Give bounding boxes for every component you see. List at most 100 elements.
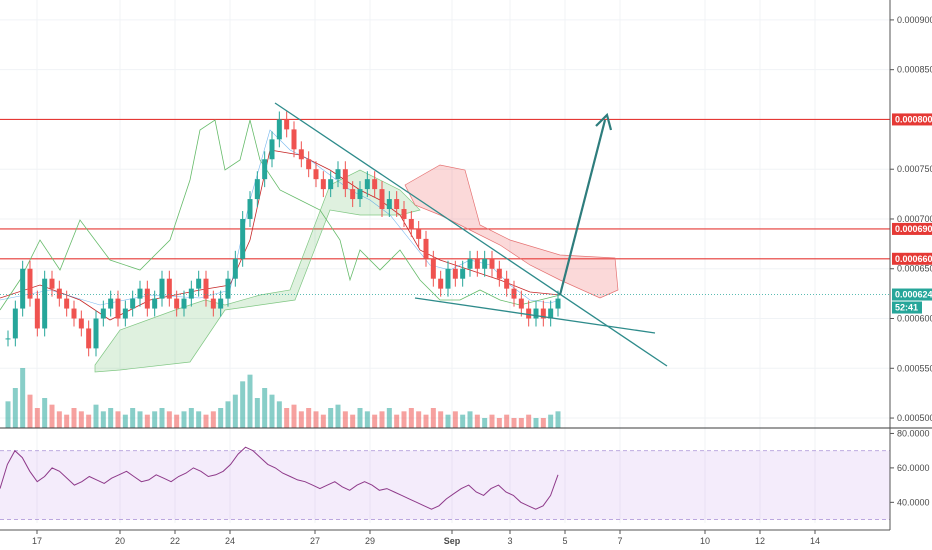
x-tick-label: 7: [617, 536, 622, 546]
candle-body: [350, 189, 356, 200]
volume-bar: [93, 404, 99, 428]
volume-bar: [504, 414, 510, 428]
candle-body: [445, 268, 451, 289]
x-tick-label: 22: [170, 536, 180, 546]
volume-bar: [555, 411, 561, 428]
volume-bar: [137, 411, 143, 428]
candle-body: [159, 278, 165, 299]
volume-bar: [71, 408, 77, 428]
volume-bar: [298, 411, 304, 428]
volume-bar: [548, 414, 554, 428]
volume-bar: [210, 411, 216, 428]
candle-body: [284, 119, 290, 130]
volume-bar: [540, 418, 546, 428]
candle-body: [64, 298, 70, 309]
candle-body: [78, 318, 84, 329]
volume-bar: [526, 414, 532, 428]
rsi-tick-label: 80.0000: [897, 428, 930, 438]
candle-body: [298, 149, 304, 160]
volume-bar: [78, 411, 84, 428]
x-tick-label: 10: [700, 536, 710, 546]
candle-body: [504, 278, 510, 289]
x-tick-label: 20: [115, 536, 125, 546]
wedge-lower-trendline: [414, 297, 656, 334]
candle-body: [93, 318, 99, 349]
volume-bar: [130, 408, 136, 428]
candle-body: [174, 298, 180, 309]
candle-body: [386, 199, 392, 210]
candle-body: [276, 119, 282, 140]
volume-bar: [20, 368, 26, 428]
volume-bar: [232, 394, 238, 428]
candle-body: [232, 258, 238, 279]
candle-body: [548, 308, 554, 319]
candle-body: [408, 218, 414, 229]
candle-body: [460, 268, 466, 279]
rsi-line: [0, 446, 559, 510]
price-tick-label: 0.0007500: [897, 164, 932, 174]
candle-body: [196, 278, 202, 289]
volume-bar: [159, 408, 165, 428]
volume-bar: [122, 414, 128, 428]
candle-body: [335, 169, 341, 180]
volume-bar: [115, 411, 121, 428]
volume-bar: [364, 411, 370, 428]
candle-body: [137, 288, 143, 299]
tenkan-line: [0, 129, 561, 306]
volume-bar: [64, 414, 70, 428]
volume-bar: [408, 408, 414, 428]
candle-body: [210, 298, 216, 309]
volume-bar: [379, 411, 385, 428]
x-tick-label: 17: [32, 536, 42, 546]
candle-body: [357, 189, 363, 200]
price-tick-label: 0.0006500: [897, 264, 932, 274]
volume-bar: [533, 418, 539, 428]
volume-bar: [320, 414, 326, 428]
candle-body: [394, 199, 400, 210]
x-tick-label: 12: [755, 536, 765, 546]
candle-body: [225, 278, 231, 299]
candle-body: [401, 209, 407, 219]
candle-body: [181, 298, 187, 309]
candle-body: [518, 298, 524, 309]
last-price-tag-label: 0.0006241: [895, 290, 932, 300]
volume-bar: [12, 388, 18, 428]
candle-body: [496, 268, 502, 279]
x-tick-label: 24: [225, 536, 235, 546]
volume-bar: [335, 404, 341, 428]
volume-bar: [511, 418, 517, 428]
volume-bar: [100, 411, 106, 428]
volume-bar: [372, 414, 378, 428]
candle-body: [262, 159, 268, 180]
volume-bar: [328, 408, 334, 428]
candle-body: [188, 288, 194, 299]
candle-body: [379, 189, 385, 210]
volume-bar: [269, 394, 275, 428]
price-tick-label: 0.0005500: [897, 363, 932, 373]
volume-bar: [416, 411, 422, 428]
candle-body: [438, 278, 444, 289]
volume-bar: [518, 418, 524, 428]
price-tick-label: 0.0009000: [897, 15, 932, 25]
volume-bar: [262, 388, 268, 428]
x-tick-label: 29: [365, 536, 375, 546]
candle-body: [130, 298, 136, 309]
candle-body: [372, 179, 378, 190]
volume-bar: [225, 401, 231, 428]
candle-body: [240, 218, 246, 259]
candle-body: [533, 308, 539, 319]
candle-body: [291, 129, 297, 150]
volume-bar: [108, 408, 114, 428]
volume-bar: [86, 414, 92, 428]
candle-body: [423, 238, 429, 259]
candle-body: [71, 308, 77, 319]
volume-bar: [452, 411, 458, 428]
volume-bar: [342, 411, 348, 428]
candle-body: [108, 298, 114, 309]
volume-bar: [276, 401, 282, 428]
candle-body: [320, 179, 326, 190]
